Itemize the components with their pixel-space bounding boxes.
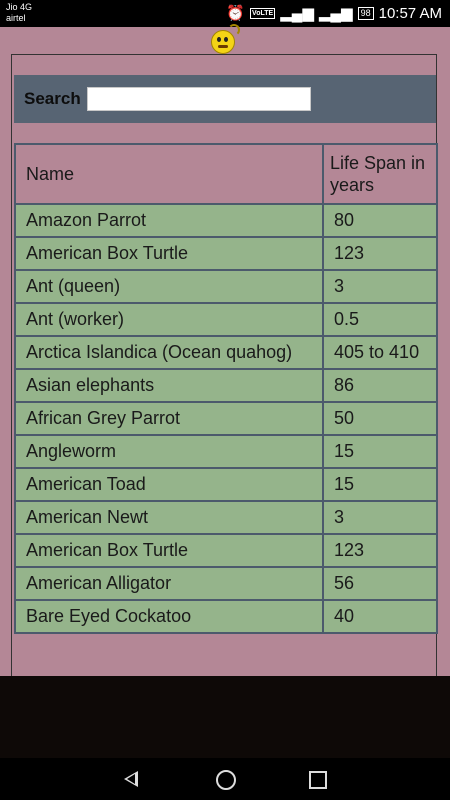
- lifespan-table: Name Life Span in years Amazon Parrot 80 …: [14, 143, 438, 634]
- table-row[interactable]: Bare Eyed Cockatoo 40: [14, 599, 438, 634]
- column-header-name[interactable]: Name: [14, 143, 324, 205]
- cell-life-span: 123: [322, 236, 438, 271]
- cell-name: Arctica Islandica (Ocean quahog): [14, 335, 324, 370]
- cell-life-span: 15: [322, 434, 438, 469]
- signal-icon: ▂▄▆: [318, 5, 353, 22]
- table-row[interactable]: American Newt 3: [14, 500, 438, 535]
- emoji-eye: [224, 37, 228, 42]
- cell-name: Bare Eyed Cockatoo: [14, 599, 324, 634]
- table-row[interactable]: American Box Turtle 123: [14, 533, 438, 568]
- ad-area: [0, 676, 450, 758]
- navigation-bar: [0, 758, 450, 800]
- table-row[interactable]: African Grey Parrot 50: [14, 401, 438, 436]
- carrier-2: airtel: [6, 13, 26, 23]
- search-label: Search: [24, 89, 81, 108]
- column-header-life-span[interactable]: Life Span in years: [322, 143, 438, 205]
- table-row[interactable]: Ant (worker) 0.5: [14, 302, 438, 337]
- cell-life-span: 15: [322, 467, 438, 502]
- cell-life-span: 80: [322, 203, 438, 238]
- content-frame: Search Name Life Span in years Amazon Pa…: [11, 54, 438, 694]
- cell-name: American Box Turtle: [14, 236, 324, 271]
- cell-life-span: 123: [322, 533, 438, 568]
- cell-name: Ant (worker): [14, 302, 324, 337]
- signal-icon: ▂▄▆: [280, 5, 314, 22]
- cell-life-span: 3: [322, 269, 438, 304]
- carrier-1: Jio 4G: [6, 2, 33, 12]
- recents-icon[interactable]: [309, 771, 327, 789]
- cell-name: Angleworm: [14, 434, 324, 469]
- emoji-tuft: [228, 24, 240, 36]
- emoji-eye: [217, 37, 221, 42]
- cell-life-span: 86: [322, 368, 438, 403]
- emoji-icon: [211, 24, 240, 54]
- home-icon[interactable]: [216, 770, 236, 790]
- emoji-mouth: [218, 45, 228, 48]
- table-row[interactable]: Angleworm 15: [14, 434, 438, 469]
- cell-name: Amazon Parrot: [14, 203, 324, 238]
- clock: 10:57 AM: [378, 4, 442, 22]
- table-row[interactable]: Arctica Islandica (Ocean quahog) 405 to 4…: [14, 335, 438, 370]
- status-icons: ⏰ VoLTE ▂▄▆ ▂▄▆ 98 10:57 AM: [226, 4, 442, 23]
- cell-name: American Alligator: [14, 566, 324, 601]
- volte-icon: VoLTE: [250, 7, 276, 19]
- cell-life-span: 50: [322, 401, 438, 436]
- cell-life-span: 0.5: [322, 302, 438, 337]
- cell-life-span: 56: [322, 566, 438, 601]
- status-bar: Jio 4G airtel ⏰ VoLTE ▂▄▆ ▂▄▆ 98 10:57 A…: [0, 0, 450, 27]
- cell-name: African Grey Parrot: [14, 401, 324, 436]
- cell-life-span: 3: [322, 500, 438, 535]
- cell-name: American Toad: [14, 467, 324, 502]
- search-input[interactable]: [87, 87, 311, 111]
- table-row[interactable]: American Box Turtle 123: [14, 236, 438, 271]
- carrier-info: Jio 4G airtel: [6, 2, 32, 24]
- cell-life-span: 40: [322, 599, 438, 634]
- cell-name: American Newt: [14, 500, 324, 535]
- cell-name: American Box Turtle: [14, 533, 324, 568]
- table-row[interactable]: Ant (queen) 3: [14, 269, 438, 304]
- back-icon[interactable]: [124, 771, 138, 787]
- table-row[interactable]: American Toad 15: [14, 467, 438, 502]
- battery-icon: 98: [357, 6, 374, 20]
- alarm-icon: ⏰: [226, 5, 246, 22]
- table-row[interactable]: American Alligator 56: [14, 566, 438, 601]
- table-row[interactable]: Amazon Parrot 80: [14, 203, 438, 238]
- cell-name: Asian elephants: [14, 368, 324, 403]
- table-row[interactable]: Asian elephants 86: [14, 368, 438, 403]
- search-bar: Search: [14, 75, 436, 123]
- cell-life-span: 405 to 410: [322, 335, 438, 370]
- table-header-row: Name Life Span in years: [14, 143, 438, 205]
- cell-name: Ant (queen): [14, 269, 324, 304]
